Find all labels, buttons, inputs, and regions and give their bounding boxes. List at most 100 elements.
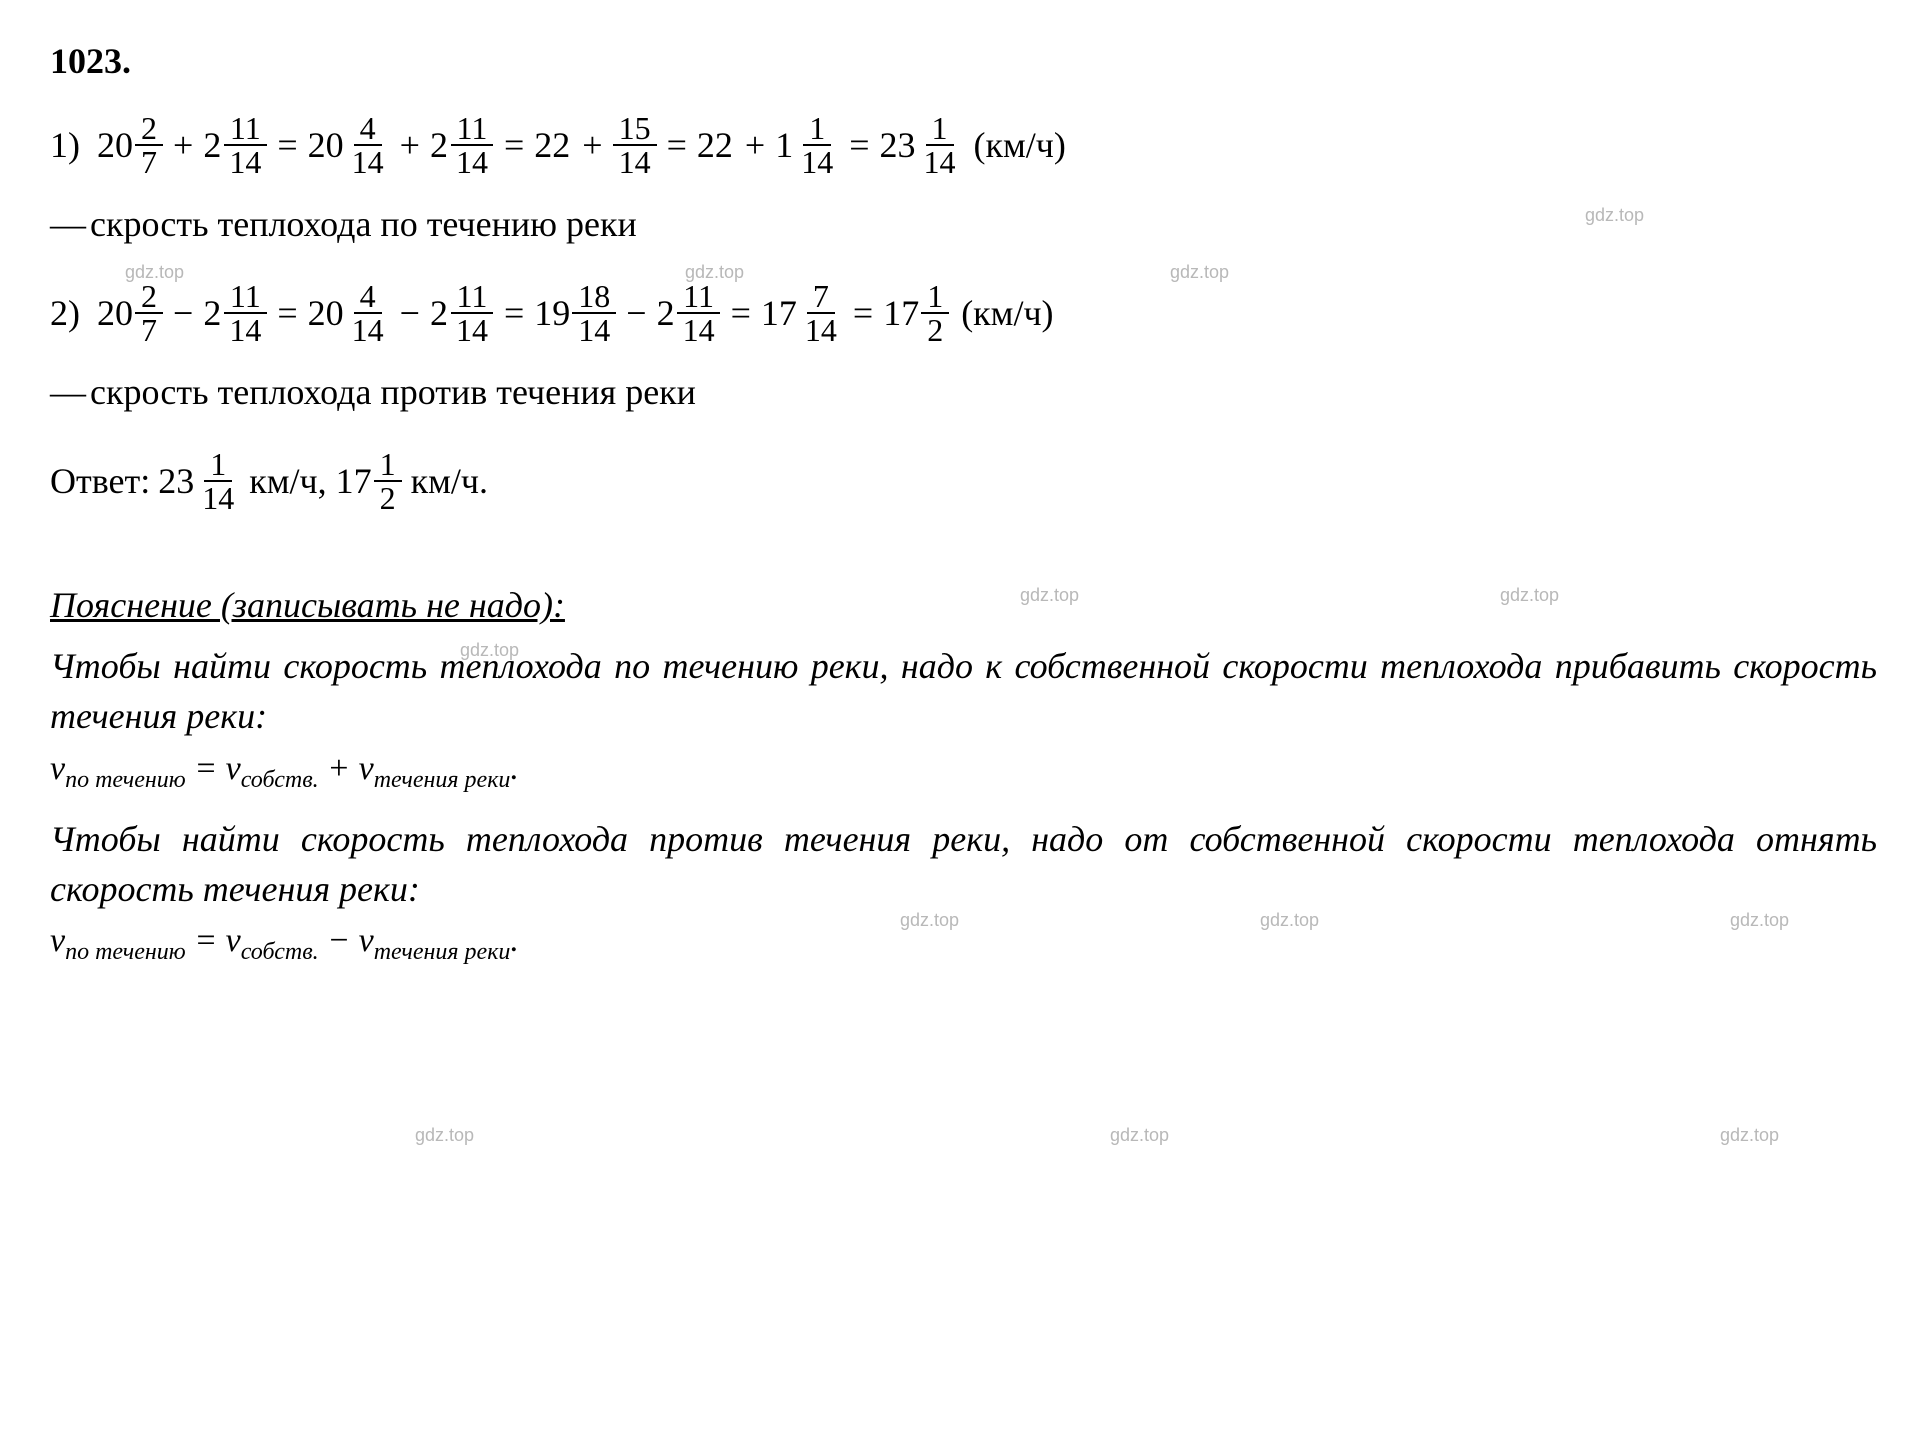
mixed-fraction: 2027 bbox=[97, 280, 163, 346]
denominator: 14 bbox=[196, 482, 240, 514]
sub: течения реки bbox=[374, 939, 511, 965]
operator: + bbox=[400, 124, 420, 166]
operator: = bbox=[504, 124, 524, 166]
fraction: 1814 bbox=[572, 280, 616, 346]
operator: = bbox=[667, 124, 687, 166]
equation-2: 2) 2027−21114=20414−21114=191814−21114=1… bbox=[50, 280, 1877, 346]
explanation-text-1: Чтобы найти скорость теплохода по течени… bbox=[50, 641, 1877, 742]
fraction: 414 bbox=[346, 112, 390, 178]
fraction: 1 2 bbox=[374, 448, 402, 514]
operator: = bbox=[849, 124, 869, 166]
fraction: 12 bbox=[921, 280, 949, 346]
fraction: 714 bbox=[799, 280, 843, 346]
mixed-fraction: 21114 bbox=[657, 280, 721, 346]
denominator: 14 bbox=[677, 314, 721, 346]
whole: 23 bbox=[880, 124, 916, 166]
denominator: 7 bbox=[135, 314, 163, 346]
mixed-fraction: 21114 bbox=[203, 112, 267, 178]
mixed-fraction: 21114 bbox=[430, 112, 494, 178]
numerator: 11 bbox=[224, 112, 267, 146]
whole: 20 bbox=[308, 124, 344, 166]
mixed-fraction: 21114 bbox=[430, 280, 494, 346]
mixed-fraction: 22 bbox=[697, 124, 735, 166]
eq2-description: —скрость теплохода против течения реки bbox=[50, 371, 1877, 413]
denominator: 14 bbox=[346, 146, 390, 178]
denominator: 14 bbox=[450, 146, 494, 178]
whole: 2 bbox=[203, 124, 221, 166]
denominator: 14 bbox=[613, 146, 657, 178]
numerator: 2 bbox=[135, 280, 163, 314]
sub: по течению bbox=[65, 767, 186, 793]
end: . bbox=[510, 922, 519, 959]
fraction: 414 bbox=[346, 280, 390, 346]
whole: 1 bbox=[775, 124, 793, 166]
denominator: 14 bbox=[223, 314, 267, 346]
formula-1: vпо течению = vсобств. + vтечения реки. bbox=[50, 750, 1877, 794]
denominator: 14 bbox=[918, 146, 962, 178]
fraction: 1 14 bbox=[196, 448, 240, 514]
whole: 22 bbox=[534, 124, 570, 166]
mixed-fraction: 2027 bbox=[97, 112, 163, 178]
numerator: 11 bbox=[224, 280, 267, 314]
formula-2: vпо течению = vсобств. − vтечения реки. bbox=[50, 922, 1877, 966]
fraction: 114 bbox=[795, 112, 839, 178]
fraction: 1114 bbox=[450, 280, 494, 346]
fraction: 27 bbox=[135, 112, 163, 178]
var: v bbox=[226, 922, 241, 959]
fraction: 27 bbox=[135, 280, 163, 346]
var: v bbox=[359, 922, 374, 959]
answer-line: Ответ: 23 1 14 км/ч , 17 1 2 км/ч. bbox=[50, 448, 1877, 514]
problem-number: 1023. bbox=[50, 40, 1877, 82]
mixed-fraction: 20414 bbox=[308, 280, 390, 346]
eq2-label: 2) bbox=[50, 292, 80, 334]
operator: + bbox=[173, 124, 193, 166]
mixed-fraction: 1114 bbox=[775, 112, 839, 178]
op: − bbox=[319, 922, 359, 959]
mixed-fraction: 1712 bbox=[883, 280, 949, 346]
whole: 17 bbox=[336, 460, 372, 502]
numerator: 1 bbox=[921, 280, 949, 314]
eq1-terms: 2027+21114=20414+21114=22+1514=22+1114=2… bbox=[97, 112, 962, 178]
sub: по течению bbox=[65, 939, 186, 965]
end: . bbox=[510, 750, 519, 787]
numerator: 1 bbox=[803, 112, 831, 146]
var: v bbox=[359, 750, 374, 787]
op: + bbox=[319, 750, 359, 787]
denominator: 14 bbox=[346, 314, 390, 346]
answer-val1: 23 1 14 bbox=[158, 448, 240, 514]
mixed-fraction: 23114 bbox=[880, 112, 962, 178]
operator: = bbox=[277, 292, 297, 334]
var: v bbox=[226, 750, 241, 787]
eq: = bbox=[186, 922, 226, 959]
eq2-terms: 2027−21114=20414−21114=191814−21114=1771… bbox=[97, 280, 949, 346]
period: . bbox=[479, 460, 488, 502]
numerator: 1 bbox=[374, 448, 402, 482]
fraction: 1114 bbox=[677, 280, 721, 346]
dash: — bbox=[50, 371, 86, 413]
eq1-label: 1) bbox=[50, 124, 80, 166]
eq: = bbox=[186, 750, 226, 787]
numerator: 18 bbox=[572, 280, 616, 314]
fraction: 1114 bbox=[450, 112, 494, 178]
watermark: gdz.top bbox=[1110, 1125, 1169, 1146]
whole: 2 bbox=[430, 292, 448, 334]
mixed-fraction: 17714 bbox=[761, 280, 843, 346]
numerator: 7 bbox=[807, 280, 835, 314]
sub: собств. bbox=[241, 767, 319, 793]
whole: 2 bbox=[657, 292, 675, 334]
denominator: 14 bbox=[799, 314, 843, 346]
numerator: 11 bbox=[677, 280, 720, 314]
answer-val2: 17 1 2 bbox=[336, 448, 402, 514]
fraction: 114 bbox=[918, 112, 962, 178]
denominator: 14 bbox=[572, 314, 616, 346]
operator: = bbox=[731, 292, 751, 334]
operator: + bbox=[745, 124, 765, 166]
whole: 20 bbox=[97, 124, 133, 166]
operator: = bbox=[504, 292, 524, 334]
eq1-description: —скрость теплохода по течению реки bbox=[50, 203, 1877, 245]
whole: 2 bbox=[430, 124, 448, 166]
numerator: 15 bbox=[613, 112, 657, 146]
var: v bbox=[50, 750, 65, 787]
denominator: 7 bbox=[135, 146, 163, 178]
var: v bbox=[50, 922, 65, 959]
